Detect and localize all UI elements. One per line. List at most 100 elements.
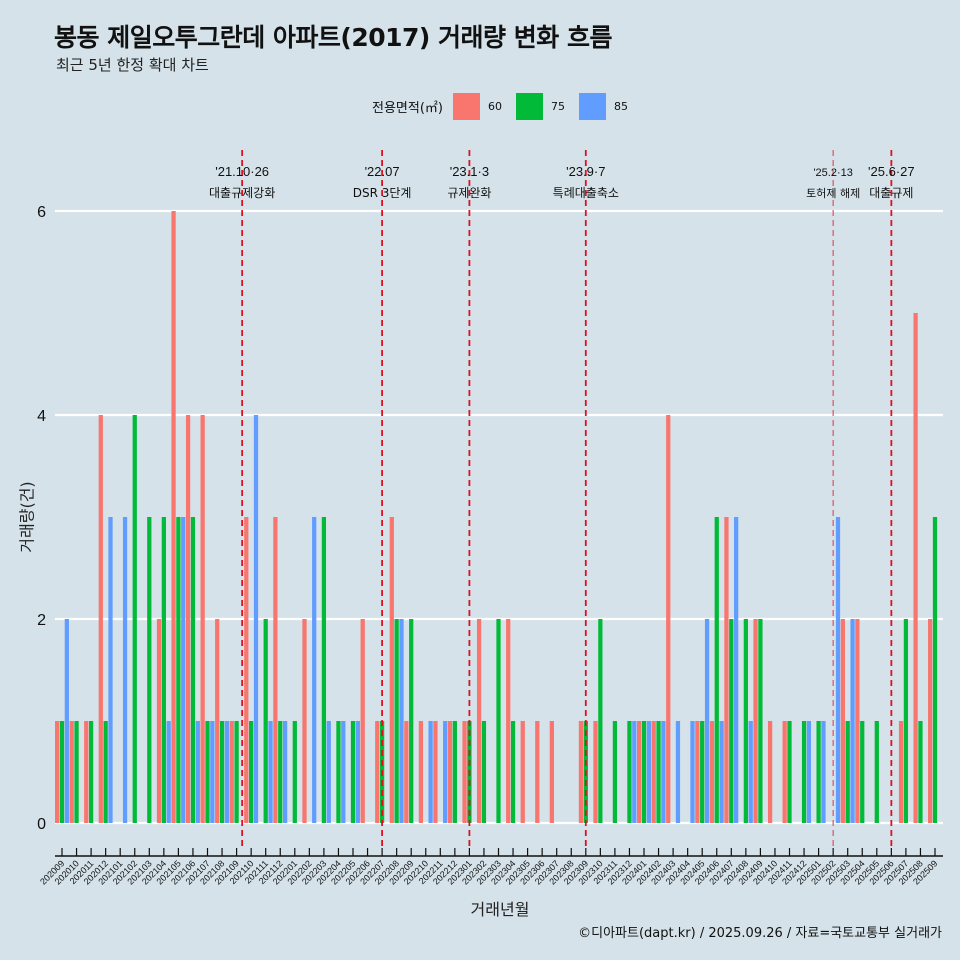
- bar-75-202303: [496, 619, 501, 823]
- bar-85-202009: [64, 619, 69, 823]
- bar-60-202107: [200, 415, 205, 823]
- bar-75-202302: [481, 721, 487, 823]
- bar-85-202106: [195, 721, 200, 823]
- y-axis-title: 거래량(건): [17, 481, 37, 553]
- bar-85-202012: [108, 517, 113, 823]
- bar-85-202101: [122, 517, 128, 823]
- bar-75-202406: [714, 517, 719, 823]
- event-date: '23.1·3: [450, 164, 489, 179]
- bar-85-202401: [646, 721, 651, 823]
- bar-60-202307: [549, 721, 554, 823]
- bar-85-202211: [443, 721, 448, 823]
- bar-60-202009: [55, 721, 60, 823]
- event-date: '25.6·27: [868, 164, 915, 179]
- bar-60-202304: [506, 619, 511, 823]
- event-label: 특례대출축소: [553, 186, 619, 200]
- bar-85-202408: [748, 721, 753, 823]
- bar-75-202201: [292, 721, 297, 823]
- bar-75-202203: [321, 517, 327, 823]
- bar-75-202212: [452, 721, 457, 823]
- bar-75-202102: [132, 415, 137, 823]
- bar-75-202103: [147, 517, 152, 823]
- bar-75-202012: [103, 721, 108, 823]
- event-label: 대출규제: [869, 186, 913, 200]
- bar-60-202407: [724, 517, 729, 823]
- bar-85-202203: [326, 721, 331, 823]
- bar-75-202108: [219, 721, 225, 823]
- bar-60-202504: [855, 619, 860, 823]
- bar-60-202110: [244, 517, 249, 823]
- legend-label-75: 75: [550, 100, 565, 113]
- bar-60-202108: [215, 619, 220, 823]
- bar-75-202412: [801, 721, 807, 823]
- bar-85-202412: [806, 721, 812, 823]
- y-tick-label: 6: [37, 204, 46, 221]
- bar-85-202406: [719, 721, 724, 823]
- bar-60-202409: [753, 619, 758, 823]
- bar-85-202405: [704, 619, 710, 823]
- bar-75-202401: [641, 721, 647, 823]
- legend-label-85: 85: [613, 100, 628, 113]
- bar-60-202403: [666, 415, 671, 823]
- bar-75-202405: [700, 721, 705, 823]
- bar-75-202107: [205, 721, 210, 823]
- bar-75-202310: [598, 619, 603, 823]
- footer-credit: ©디아파트(dapt.kr) / 2025.09.26 / 자료=국토교통부 실…: [578, 926, 942, 941]
- bar-85-202208: [399, 619, 404, 823]
- event-date: '23.9·7: [566, 164, 605, 179]
- bar-75-202105: [176, 517, 181, 823]
- event-date: '25.2·13: [813, 167, 852, 179]
- bar-75-202504: [860, 721, 865, 823]
- bar-60-202508: [913, 313, 918, 823]
- bar-75-202501: [816, 721, 821, 823]
- bar-60-202106: [185, 415, 191, 823]
- bar-75-202408: [743, 619, 748, 823]
- bar-60-202411: [782, 721, 787, 823]
- bar-60-202302: [476, 619, 482, 823]
- bar-60-202305: [520, 721, 525, 823]
- bar-75-202304: [510, 721, 516, 823]
- bar-60-202507: [898, 721, 904, 823]
- bar-75-202011: [88, 721, 94, 823]
- bar-60-202210: [418, 721, 424, 823]
- bar-75-202104: [161, 517, 166, 823]
- bar-60-202310: [593, 721, 598, 823]
- bar-75-202109: [234, 721, 239, 823]
- bar-60-202401: [637, 721, 642, 823]
- bar-60-202012: [98, 415, 103, 823]
- bar-85-202403: [675, 721, 681, 823]
- bar-85-202205: [355, 721, 360, 823]
- bar-85-202210: [428, 721, 433, 823]
- bar-85-202202: [312, 517, 317, 823]
- bar-75-202311: [612, 721, 618, 823]
- bar-75-202204: [336, 721, 341, 823]
- bar-60-202509: [928, 619, 933, 823]
- legend-title: 전용면적(㎡): [372, 101, 443, 116]
- bar-75-202407: [729, 619, 734, 823]
- bar-60-202410: [767, 721, 773, 823]
- bar-85-202404: [690, 721, 695, 823]
- event-label: 대출규제강화: [209, 186, 275, 200]
- bar-75-202111: [263, 619, 268, 823]
- bar-75-202110: [249, 721, 254, 823]
- bar-85-202503: [850, 619, 855, 823]
- bar-85-202204: [341, 721, 346, 823]
- bar-85-202111: [268, 721, 273, 823]
- bar-85-202502: [835, 517, 841, 823]
- bar-60-202011: [84, 721, 89, 823]
- bar-75-202505: [874, 721, 879, 823]
- bar-85-202312: [632, 721, 637, 823]
- bar-60-202109: [229, 721, 234, 823]
- event-date: '22.07: [365, 164, 400, 179]
- bar-60-202206: [360, 619, 365, 823]
- bar-60-202104: [156, 619, 162, 823]
- bar-60-202208: [389, 517, 394, 823]
- bar-85-202110: [253, 415, 259, 823]
- legend: 전용면적(㎡) 60 75 85: [372, 93, 642, 120]
- bar-75-202205: [350, 721, 356, 823]
- bar-60-202010: [69, 721, 74, 823]
- legend-swatch-75: [515, 93, 543, 120]
- bar-60-202212: [447, 721, 453, 823]
- bar-60-202209: [404, 721, 409, 823]
